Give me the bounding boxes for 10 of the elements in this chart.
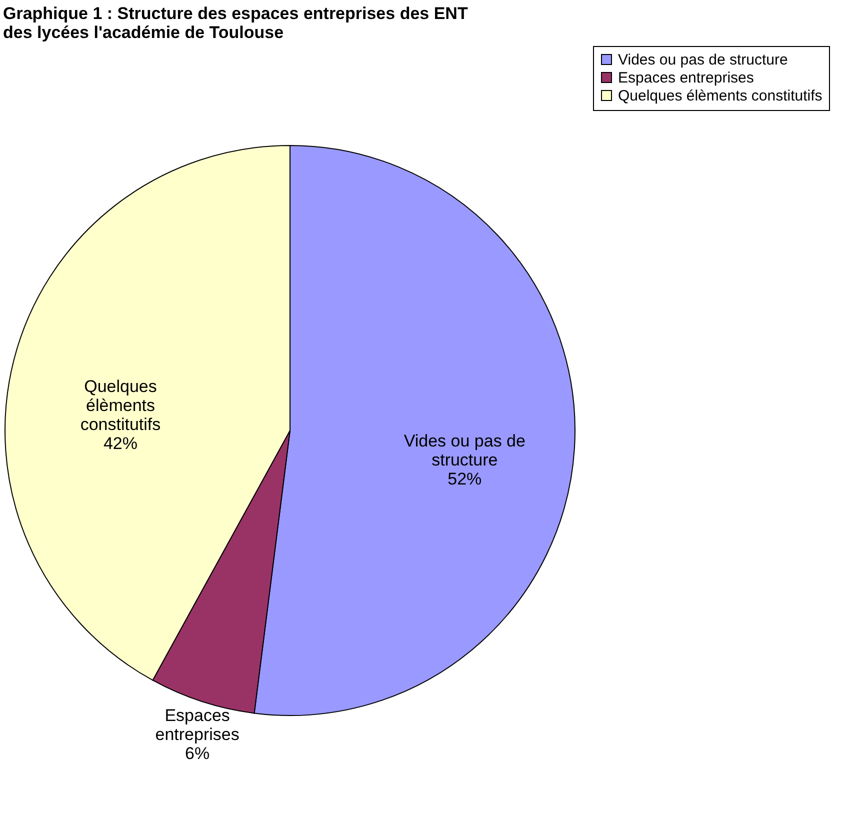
slice-label: Vides ou pas de structure (404, 431, 526, 470)
chart-title: Graphique 1 : Structure des espaces entreprises des ENT des lycées l'académie de Toulouse (3, 4, 468, 42)
legend-label: Quelques élèments constitutifs (618, 88, 822, 104)
data-label: 52% (448, 469, 482, 488)
legend-label: Espaces entreprises (618, 70, 754, 86)
slice-label: Quelques élèments constitutifs (80, 376, 161, 434)
slice-label: Espaces entreprises (155, 706, 240, 744)
data-label: 6% (185, 744, 210, 763)
legend-label: Vides ou pas de structure (618, 52, 788, 68)
data-label: 42% (103, 434, 138, 453)
